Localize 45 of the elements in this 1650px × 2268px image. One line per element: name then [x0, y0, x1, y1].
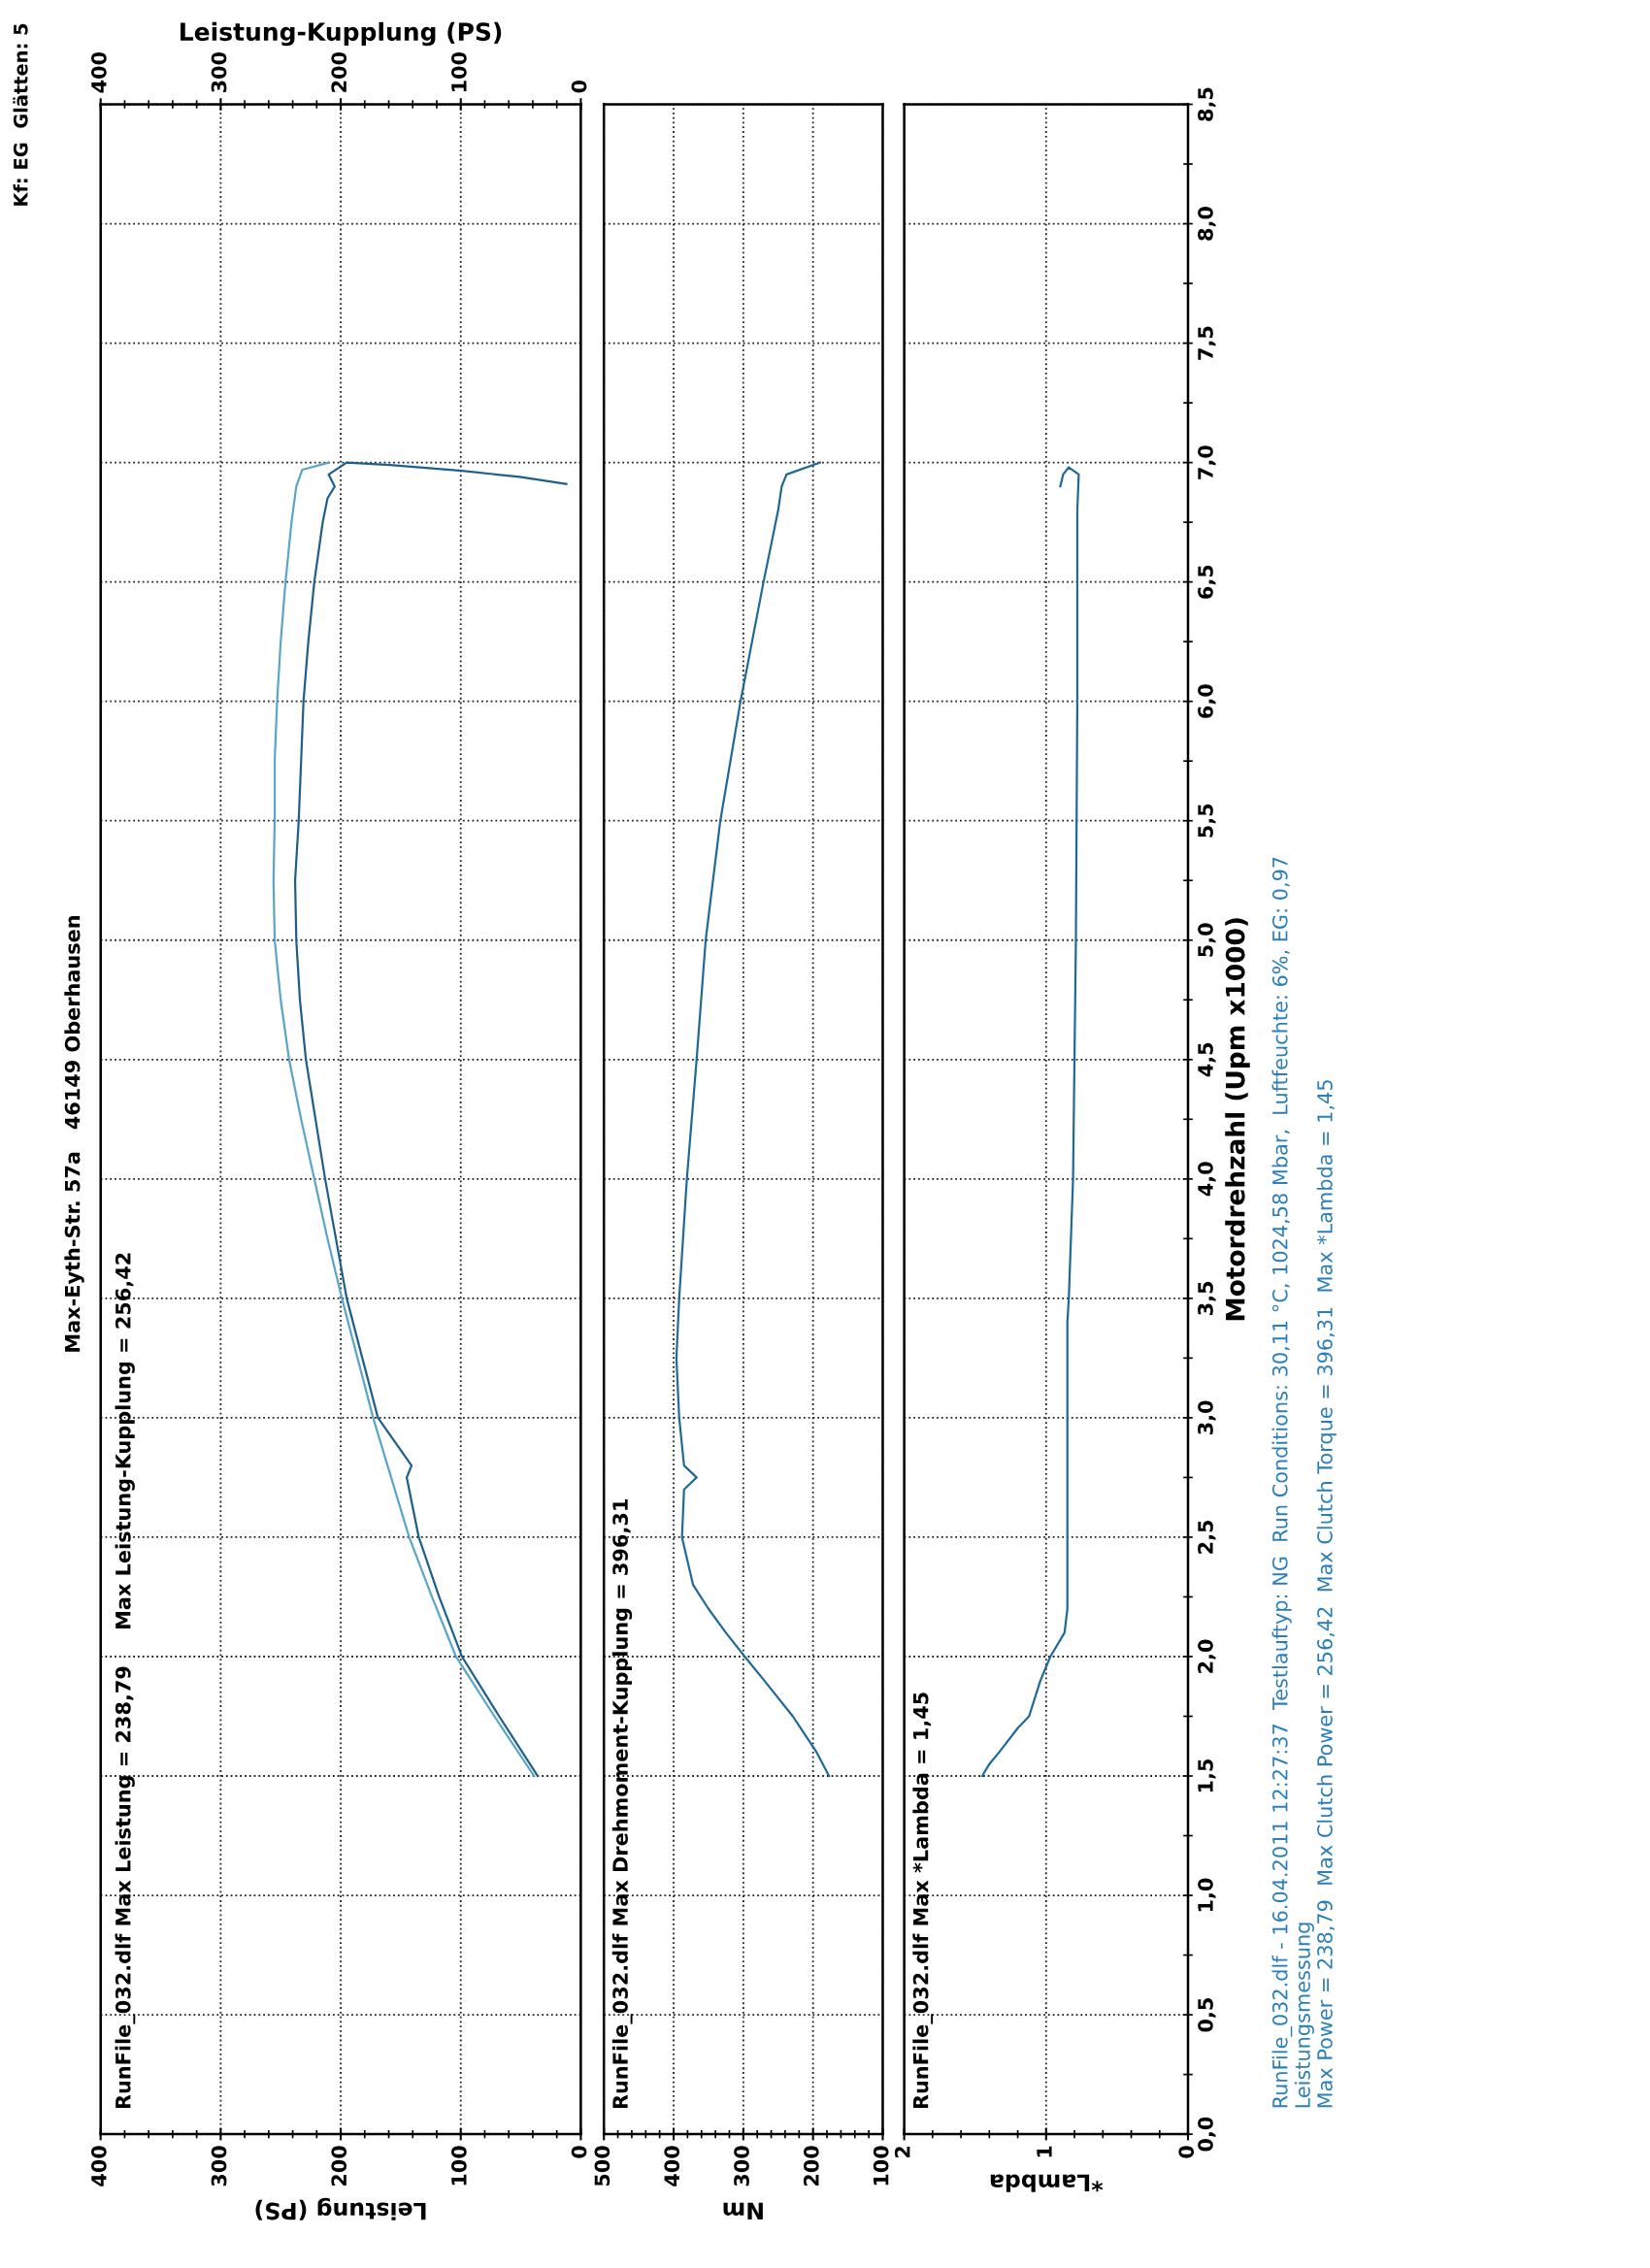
y-tick-label: 3,0	[1198, 1400, 1216, 1434]
x-tick-label: 400	[90, 51, 107, 93]
y-tick-label: 1,0	[1198, 1878, 1216, 1912]
text: RunFile_032.dlf - 16.04.2011 12:27:37 Testlauftyp: NG Run Conditions: 30,11 °C, 1024,58 Mbar, Luftfeuchte: 6%, EG: 0,97	[1271, 857, 1293, 2108]
x-tick-label: 300	[734, 2146, 749, 2186]
x-axis-title: Nm	[723, 2202, 763, 2219]
annotation: RunFile_032.dlf Max *Lambda = 1,45	[912, 1693, 934, 2109]
x-tick-label: 400	[664, 2146, 680, 2186]
y-tick-label: 4,5	[1198, 1042, 1216, 1077]
line-series	[980, 466, 1080, 1778]
y-tick-label: 8,5	[1198, 87, 1216, 121]
y-tick-label: 1,5	[1198, 1759, 1216, 1792]
annotation: RunFile_032.dlf Max Leistung = 238,79 Max Leistung-Kupplung = 256,42	[115, 1253, 136, 2109]
y-tick-label: 0,5	[1198, 1998, 1216, 2032]
x-axis-title: *Lambda	[990, 2174, 1104, 2192]
y-tick-label: 3,5	[1198, 1281, 1216, 1315]
x-tick-label: 0	[1178, 2146, 1195, 2158]
x-tick-label: 1	[1037, 2146, 1052, 2157]
x-axis-title: Leistung (PS)	[255, 2197, 426, 2220]
y-axis-title: Motordrehzahl (Upm x1000)	[1225, 918, 1250, 1321]
x-tick-label: 100	[451, 51, 467, 92]
annotation: RunFile_032.dlf Max Drehmoment-Kupplung = 396,31	[611, 1499, 633, 2109]
y-tick-label: 6,5	[1198, 565, 1216, 599]
y-tick-label: 4,0	[1198, 1162, 1216, 1197]
x-tick-label: 100	[873, 2146, 889, 2186]
x-tick-label: 0	[571, 80, 587, 93]
y-tick-label: 2,0	[1198, 1639, 1216, 1673]
x-tick-label: 500	[594, 2146, 610, 2186]
y-tick-label: 6,0	[1198, 684, 1216, 718]
y-tick-label: 0,0	[1198, 2117, 1216, 2152]
y-tick-label: 5,5	[1198, 804, 1216, 838]
x-tick-label: 300	[211, 51, 227, 92]
y-tick-label: 7,0	[1198, 445, 1216, 479]
y-tick-label: 5,0	[1198, 923, 1216, 957]
text: Leistungsmessung	[1294, 1923, 1314, 2108]
x2-axis-title: Leistung-Kupplung (PS)	[181, 21, 502, 47]
y-tick-label: 2,5	[1198, 1520, 1216, 1554]
y-tick-label: 7,5	[1198, 326, 1216, 360]
text: Kf: EG Glätten: 5	[13, 23, 28, 206]
x-tick-label: 2	[894, 2147, 910, 2158]
text: Max Power = 238,79 Max Clutch Power = 256,42 Max Clutch Torque = 396,31 Max *Lambda = 1,45	[1316, 1080, 1336, 2108]
y-tick-label: 8,0	[1198, 207, 1216, 241]
x-tick-label: 200	[331, 51, 347, 92]
text: Max-Eyth-Str. 57a 46149 Oberhausen	[64, 916, 84, 1352]
x-tick-label: 200	[803, 2146, 819, 2186]
